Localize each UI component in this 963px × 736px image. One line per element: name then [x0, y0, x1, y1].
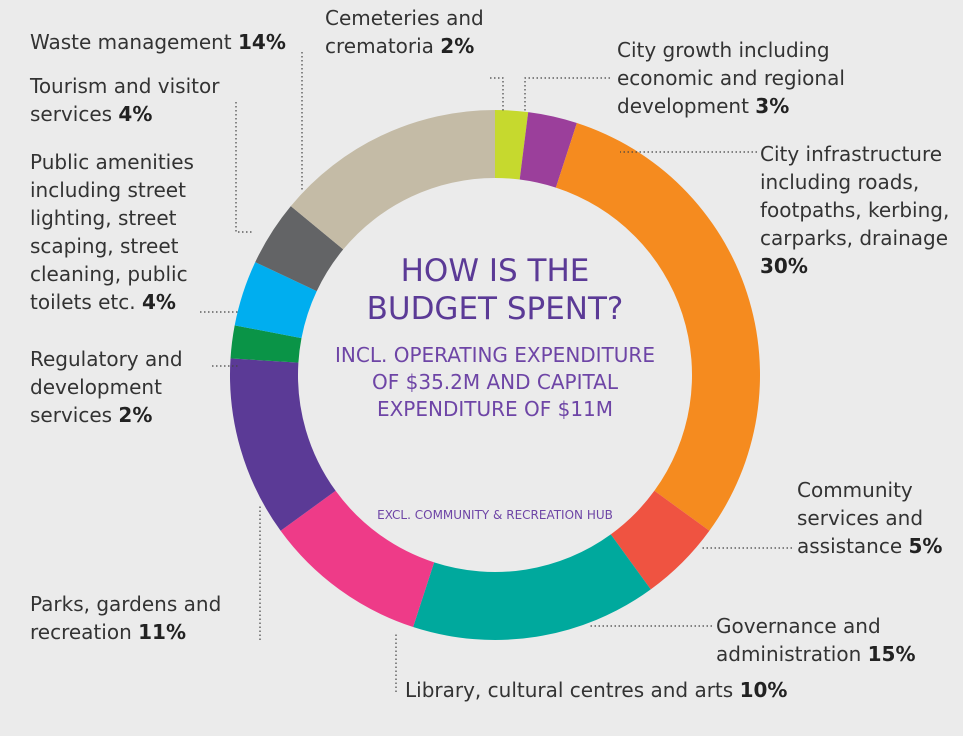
category-name: Parks, gardens and recreation — [30, 592, 222, 644]
value-label: 15% — [867, 642, 916, 666]
donut-slice — [255, 206, 344, 292]
category-name: Community services and assistance — [797, 478, 924, 558]
slice-label: City growth including economic and regio… — [617, 36, 862, 120]
category-name: Cemeteries and crematoria — [325, 6, 484, 58]
slice-label: City infrastructure including roads, foo… — [760, 140, 960, 280]
donut-slice — [280, 490, 435, 628]
slice-label: Library, cultural centres and arts 10% — [405, 676, 855, 704]
chart-note: EXCL. COMMUNITY & RECREATION HUB — [377, 508, 613, 522]
category-name: Library, cultural centres and arts — [405, 678, 734, 702]
value-label: 2% — [118, 403, 153, 427]
value-label: 10% — [739, 678, 788, 702]
slice-label: Waste management 14% — [30, 28, 330, 56]
category-name: Public amenities including street lighti… — [30, 150, 194, 314]
value-label: 4% — [141, 290, 176, 314]
leader-line — [235, 102, 252, 233]
leader-line — [490, 77, 504, 112]
category-name: Governance and administration — [716, 614, 881, 666]
chart-title: HOW IS THE BUDGET SPENT? — [366, 253, 624, 327]
value-label: 3% — [755, 94, 790, 118]
value-label: 30% — [760, 254, 808, 278]
category-name: Waste management — [30, 30, 232, 54]
donut-slice — [495, 110, 529, 180]
donut-slice — [230, 325, 302, 363]
slice-label: Community services and assistance 5% — [797, 476, 962, 560]
value-label: 11% — [138, 620, 186, 644]
slice-label: Regulatory and development services 2% — [30, 345, 210, 429]
donut-slice — [290, 110, 495, 250]
category-name: Tourism and visitor services — [30, 74, 220, 126]
leader-line — [524, 77, 610, 112]
donut-slice — [519, 112, 577, 188]
donut-slice — [610, 490, 710, 590]
value-label: 14% — [238, 30, 286, 54]
donut-slice — [234, 262, 317, 339]
category-name: City infrastructure including roads, foo… — [760, 142, 950, 250]
category-name: City growth including economic and regio… — [617, 38, 845, 118]
donut-slice — [555, 122, 760, 531]
slice-label: Tourism and visitor services 4% — [30, 72, 250, 128]
value-label: 5% — [908, 534, 943, 558]
value-label: 2% — [440, 34, 475, 58]
donut-slice — [413, 534, 651, 640]
slice-label: Parks, gardens and recreation 11% — [30, 590, 255, 646]
category-name: Regulatory and development services — [30, 347, 183, 427]
slice-label: Public amenities including street lighti… — [30, 148, 230, 316]
chart-subtitle: INCL. OPERATING EXPENDITURE OF $35.2M AN… — [335, 343, 655, 421]
slice-label: Governance and administration 15% — [716, 612, 956, 668]
donut-slice — [230, 358, 336, 531]
value-label: 4% — [118, 102, 153, 126]
slice-label: Cemeteries and crematoria 2% — [325, 4, 505, 60]
